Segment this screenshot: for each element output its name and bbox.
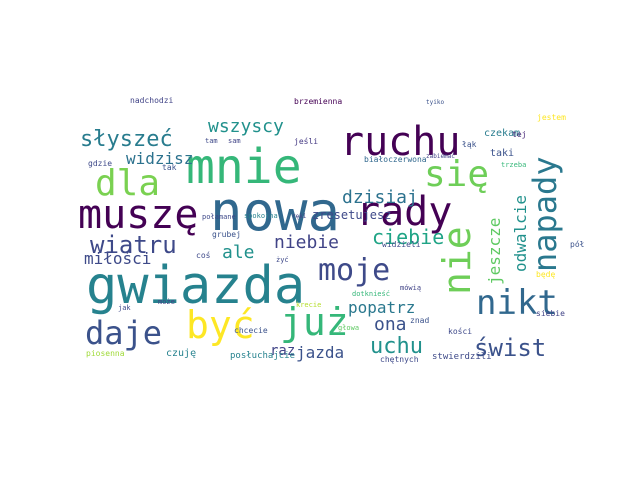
word: mówią [400,284,421,292]
word: jestem [537,113,566,122]
word: gdzie [88,159,112,168]
word: odwalcie [511,195,530,272]
word: nowa [210,180,340,243]
word: jak [118,304,131,312]
word: trzeba [501,161,526,169]
word: zresetujesz [312,208,391,222]
word: się [424,154,489,195]
word: może [158,298,175,306]
word: gwiazda [86,256,305,316]
word: tam [205,137,218,145]
word: czuję [166,348,196,359]
word: spokojna [244,212,278,220]
word: stwierdzili [432,352,492,362]
word: taki [490,148,514,159]
word: krecie [296,301,321,309]
word: głowa [338,324,359,332]
word: pół [570,239,585,249]
word: ciebie [372,225,444,249]
word: widzisz [126,149,193,168]
word: ruchu [340,119,460,165]
word: jazda [296,343,344,362]
word: dotknieść [352,290,390,298]
word: siebie [536,309,565,318]
word: sam [228,137,241,145]
word: uchu [370,334,423,359]
word: wiatru [90,231,177,259]
word: raz [270,343,295,359]
word: żyć [276,256,289,264]
word: muszę [78,192,198,238]
word: nie [435,226,479,295]
word: łąk [462,140,477,149]
word: słyszeć [80,127,173,152]
word: ona [374,314,407,335]
word: miłości [84,249,151,268]
word: być [186,303,255,347]
word: ale [222,242,255,263]
word: wszyscy [208,116,284,137]
word: dzisiaj [342,187,418,208]
word: posłuchajcie [230,351,295,361]
word: tej [512,130,526,139]
word: grubej [212,230,241,239]
word: daje [85,314,162,352]
word: już [280,300,349,344]
word: będę [536,270,555,279]
word: świst [474,334,546,362]
word: dla [95,163,160,204]
word: popatrz [348,298,415,317]
word: piosenna [86,349,125,358]
word: jeszcze [485,218,504,285]
word: czekam [484,128,520,139]
word: brzemienna [294,97,342,106]
word: napady [526,156,564,272]
word: nadchodzi [130,96,174,105]
word: jeśli [294,136,318,146]
word: chętnych [380,355,419,364]
word: nikt [476,283,558,323]
word: tak [162,163,177,172]
word: widzieli [382,240,421,249]
word: moje [318,253,390,288]
word: coś [196,250,211,260]
word: zabiemać [426,153,455,160]
word: ręki [292,213,307,220]
word: kości [448,326,472,336]
word: tyiko [426,99,444,106]
word: niebie [274,232,339,253]
word: połamane [202,213,236,221]
word: rady [356,189,452,235]
word: białoczerwona [364,155,427,164]
word: znad [410,316,429,325]
word: mnie [186,139,302,195]
word: chcecie [234,326,268,335]
